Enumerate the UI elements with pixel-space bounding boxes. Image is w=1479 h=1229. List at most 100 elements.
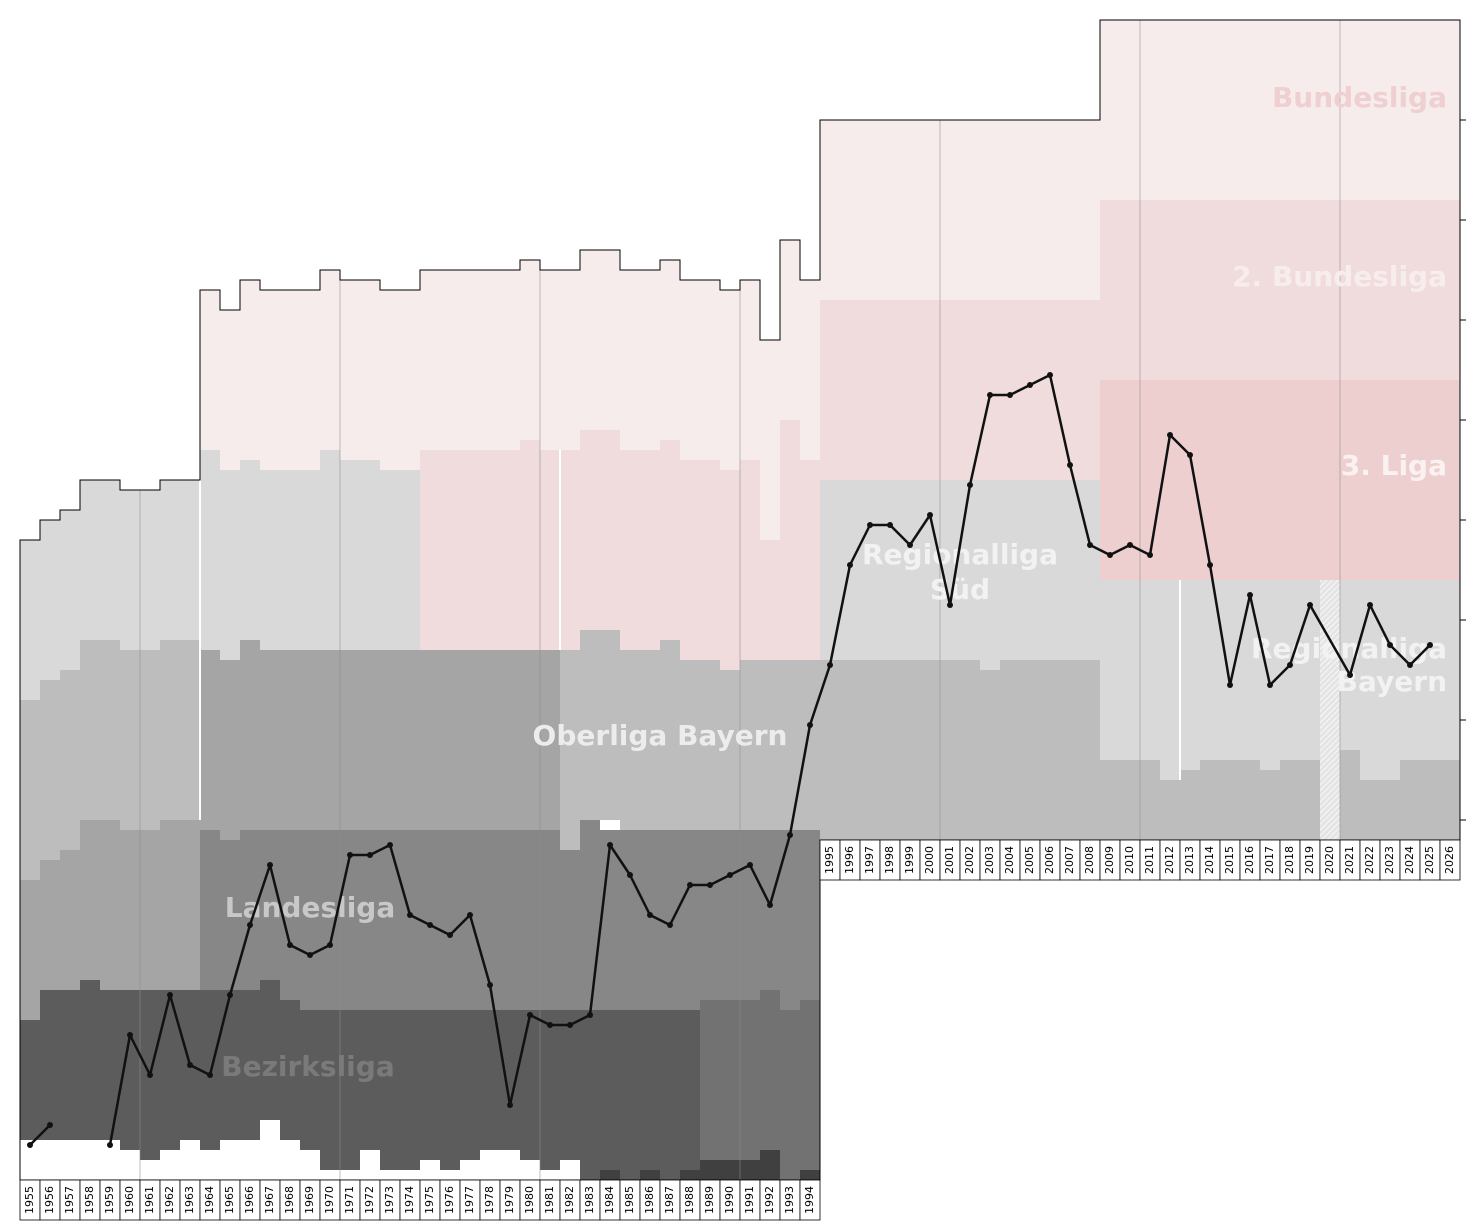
point: [1367, 602, 1373, 608]
x-tick-label: 1991: [743, 1186, 756, 1214]
x-tick-label: 2022: [1363, 846, 1376, 874]
league-band: [820, 300, 1100, 480]
league-band: [440, 1010, 460, 1170]
x-tick-label: 1979: [503, 1186, 516, 1214]
league-band: [1160, 580, 1180, 780]
x-tick-label: 1986: [643, 1186, 656, 1214]
year-box: [1439, 839, 1461, 881]
point: [327, 942, 333, 948]
x-tick-label: 2017: [1263, 846, 1276, 874]
league-band: [700, 830, 760, 1000]
x-tick-label: 2002: [963, 846, 976, 874]
league-band: [1100, 380, 1460, 580]
league-band: [520, 1010, 540, 1160]
league-label: Bundesliga: [1272, 81, 1447, 114]
league-band: [580, 820, 600, 1010]
point: [707, 882, 713, 888]
league-band: [260, 650, 560, 830]
point: [1287, 662, 1293, 668]
league-band: [780, 240, 800, 420]
league-band: [340, 280, 380, 460]
point: [407, 912, 413, 918]
point: [867, 522, 873, 528]
point: [447, 932, 453, 938]
league-band: [800, 460, 820, 660]
point: [367, 852, 373, 858]
x-tick-label: 1969: [303, 1186, 316, 1214]
league-band: [1100, 20, 1460, 200]
x-tick-label: 2010: [1123, 846, 1136, 874]
league-band: [760, 830, 780, 990]
point: [1107, 552, 1113, 558]
x-axis: 1955 1956 1957 1958 1959 1960 1961 1962 1963 1964…: [19, 839, 1461, 1221]
league-band: [1180, 770, 1200, 840]
league-band: [260, 290, 320, 470]
league-label: Bayern: [1337, 665, 1447, 698]
x-tick-label: 2011: [1143, 846, 1156, 874]
x-tick-label: 1980: [523, 1186, 536, 1214]
league-band: [640, 1010, 660, 1170]
point: [727, 872, 733, 878]
x-tick-label: 1999: [903, 846, 916, 874]
point: [1427, 642, 1433, 648]
point: [1267, 682, 1273, 688]
league-band: [540, 270, 580, 450]
point: [127, 1032, 133, 1038]
league-band: [760, 540, 780, 660]
point: [247, 922, 253, 928]
point: [1027, 382, 1033, 388]
league-band: [380, 290, 420, 470]
league-band: [1180, 580, 1200, 770]
point: [1347, 672, 1353, 678]
point: [187, 1062, 193, 1068]
point: [487, 982, 493, 988]
league-band: [160, 640, 200, 820]
league-band: [1340, 580, 1360, 750]
league-band: [80, 820, 100, 980]
league-band: [320, 450, 340, 650]
point: [547, 1022, 553, 1028]
x-tick-label: 1993: [783, 1186, 796, 1214]
point: [927, 512, 933, 518]
league-band: [160, 990, 180, 1150]
point: [967, 482, 973, 488]
x-tick-label: 2024: [1403, 846, 1416, 874]
league-band: [620, 450, 660, 650]
league-band: [800, 830, 820, 1000]
point: [1207, 562, 1213, 568]
point: [527, 1012, 533, 1018]
league-band: [980, 670, 1000, 840]
x-tick-label: 1958: [83, 1186, 96, 1214]
league-band: [1100, 760, 1160, 840]
point: [987, 392, 993, 398]
league-band: [200, 290, 220, 450]
x-tick-label: 1963: [183, 1186, 196, 1214]
league-band: [380, 1010, 420, 1170]
x-tick-label: 2018: [1283, 846, 1296, 874]
x-tick-label: 1992: [763, 1186, 776, 1214]
point: [787, 832, 793, 838]
point: [307, 952, 313, 958]
league-band: [460, 1010, 480, 1160]
point: [847, 562, 853, 568]
league-band: [260, 830, 280, 980]
point: [1167, 432, 1173, 438]
x-tick-label: 1998: [883, 846, 896, 874]
league-band: [660, 640, 680, 830]
point: [107, 1142, 113, 1148]
league-band: [700, 1000, 760, 1160]
league-band: [540, 1010, 560, 1170]
league-band: [160, 820, 200, 990]
point: [1247, 592, 1253, 598]
league-label: Süd: [930, 573, 990, 606]
point: [507, 1102, 513, 1108]
league-band: [300, 1010, 320, 1150]
x-tick-label: 2007: [1063, 846, 1076, 874]
point: [267, 862, 273, 868]
league-band: [220, 470, 240, 660]
point: [607, 842, 613, 848]
x-tick-label: 1966: [243, 1186, 256, 1214]
x-tick-label: 2025: [1423, 846, 1436, 874]
league-band: [580, 1010, 600, 1180]
